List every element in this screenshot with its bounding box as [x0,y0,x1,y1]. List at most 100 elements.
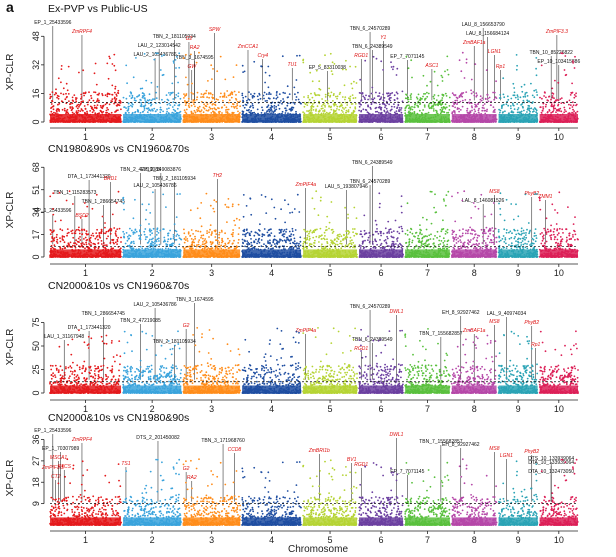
data-point [324,96,327,98]
data-point [454,99,457,102]
chromosome-tick-label: 6 [379,132,384,142]
data-point [248,91,250,93]
data-point [302,111,304,113]
data-point [557,81,560,84]
data-point [207,80,209,82]
panel-1-xaxis: 1 2 3 4 5 6 7 8 9 10 [50,127,578,142]
data-point [502,77,505,80]
data-point [156,85,159,88]
data-point [395,91,398,94]
data-point [278,107,281,110]
data-point [404,97,407,100]
data-point [391,92,394,94]
data-point [396,67,399,70]
data-point [308,109,311,112]
data-point [354,106,357,109]
data-point [338,93,341,95]
data-point [548,95,551,98]
data-point [461,105,464,108]
data-point [106,95,109,98]
data-point [161,98,163,101]
data-point [493,98,496,101]
data-point [161,55,163,57]
data-point [359,92,362,94]
data-point [111,98,114,100]
data-point [114,241,117,244]
data-point [547,99,549,102]
data-point [144,99,147,101]
data-point [282,98,284,100]
data-point [303,96,305,98]
data-point [393,99,396,101]
data-point [485,110,488,113]
data-point [244,95,247,98]
data-point [348,97,350,100]
data-point [275,92,278,94]
data-point [266,105,269,108]
data-point [336,97,338,100]
data-point [155,97,158,99]
data-point [293,86,296,89]
chromosome-density-band [405,114,450,122]
data-point [475,92,478,95]
data-point [304,103,307,106]
data-point [250,93,252,95]
data-point [572,60,574,63]
y-tick-label: 48 [31,31,41,41]
data-point [517,96,519,98]
data-point [325,111,328,114]
data-point [303,105,306,108]
data-point [285,109,288,112]
data-point [219,96,222,98]
annotation-label: RA2 [190,45,200,51]
data-point [430,102,433,105]
data-point [445,106,448,109]
data-point [185,76,187,79]
data-point [452,101,454,104]
data-point [432,108,435,110]
data-point [167,112,170,114]
annotation-label: LGN1 [488,49,501,55]
data-point [551,96,554,99]
data-point [150,99,153,102]
data-point [99,109,102,112]
data-point [96,104,99,106]
data-point [132,76,135,79]
data-point [246,99,248,102]
data-point [147,99,150,102]
data-point [470,105,473,107]
data-point [170,92,173,94]
data-point [59,240,62,243]
data-point [387,92,390,95]
data-point [329,52,332,55]
data-point [407,107,410,110]
data-point [541,110,544,112]
data-point [378,103,381,106]
data-point [227,94,230,97]
data-point [135,99,137,102]
data-point [350,82,353,85]
data-point [370,92,373,95]
data-point [553,104,556,106]
data-point [454,112,456,114]
data-point [103,232,105,235]
data-point [439,103,442,106]
data-point [524,95,527,98]
data-point [365,109,368,111]
data-point [236,102,239,105]
data-point [359,103,362,106]
data-point [101,105,104,107]
annotation-label: TBN_6_24570289 [350,26,391,32]
data-point [444,92,447,95]
data-point [405,105,408,108]
data-point [361,92,364,95]
data-point [171,82,174,85]
data-point [169,94,172,96]
annotation-label: LAU_2_105436786 [134,52,177,58]
data-point [53,244,56,247]
data-point [245,104,248,106]
data-point [376,110,379,113]
data-point [318,94,321,97]
data-point [489,104,492,106]
data-point [192,99,195,102]
